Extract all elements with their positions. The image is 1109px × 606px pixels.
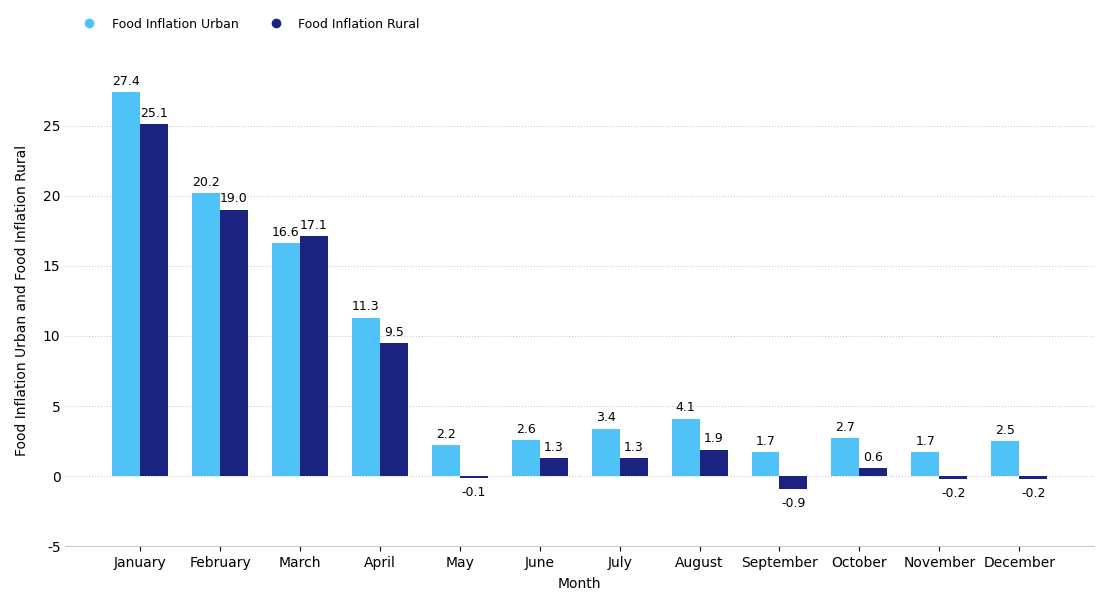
- Text: 11.3: 11.3: [352, 301, 379, 313]
- Text: -0.9: -0.9: [782, 498, 805, 510]
- Bar: [112, 92, 140, 476]
- Text: 9.5: 9.5: [384, 326, 404, 339]
- Bar: [540, 458, 568, 476]
- Text: 0.6: 0.6: [864, 451, 884, 464]
- Bar: [140, 124, 169, 476]
- Bar: [299, 236, 328, 476]
- Text: 25.1: 25.1: [140, 107, 167, 120]
- Legend: Food Inflation Urban, Food Inflation Rural: Food Inflation Urban, Food Inflation Rur…: [72, 13, 425, 36]
- Text: 4.1: 4.1: [675, 402, 695, 415]
- Bar: [352, 318, 380, 476]
- Text: 2.2: 2.2: [436, 428, 456, 441]
- Text: 1.3: 1.3: [543, 441, 563, 454]
- Text: -0.2: -0.2: [1021, 487, 1046, 501]
- Text: 2.6: 2.6: [516, 422, 536, 436]
- Bar: [272, 244, 299, 476]
- Text: 1.3: 1.3: [623, 441, 643, 454]
- Text: -0.1: -0.1: [461, 486, 486, 499]
- Text: 1.7: 1.7: [755, 435, 775, 448]
- Bar: [220, 210, 248, 476]
- Bar: [832, 438, 859, 476]
- Bar: [859, 468, 887, 476]
- Bar: [592, 428, 620, 476]
- Text: 16.6: 16.6: [272, 226, 299, 239]
- Y-axis label: Food Inflation Urban and Food Inflation Rural: Food Inflation Urban and Food Inflation …: [16, 145, 29, 456]
- Text: -0.2: -0.2: [942, 487, 966, 501]
- Bar: [380, 343, 408, 476]
- Bar: [991, 441, 1019, 476]
- Text: 2.7: 2.7: [835, 421, 855, 434]
- Bar: [752, 452, 780, 476]
- Text: 1.7: 1.7: [915, 435, 935, 448]
- Text: 1.9: 1.9: [704, 432, 723, 445]
- X-axis label: Month: Month: [558, 577, 601, 591]
- Bar: [192, 193, 220, 476]
- Text: 20.2: 20.2: [192, 176, 220, 188]
- Text: 3.4: 3.4: [596, 411, 615, 424]
- Text: 2.5: 2.5: [996, 424, 1015, 437]
- Bar: [912, 452, 939, 476]
- Text: 17.1: 17.1: [301, 219, 328, 232]
- Bar: [511, 440, 540, 476]
- Bar: [939, 476, 967, 479]
- Bar: [780, 476, 807, 489]
- Text: 27.4: 27.4: [112, 75, 140, 88]
- Text: 19.0: 19.0: [221, 193, 248, 205]
- Bar: [620, 458, 648, 476]
- Bar: [431, 445, 460, 476]
- Bar: [1019, 476, 1047, 479]
- Bar: [700, 450, 728, 476]
- Bar: [460, 476, 488, 478]
- Bar: [672, 419, 700, 476]
